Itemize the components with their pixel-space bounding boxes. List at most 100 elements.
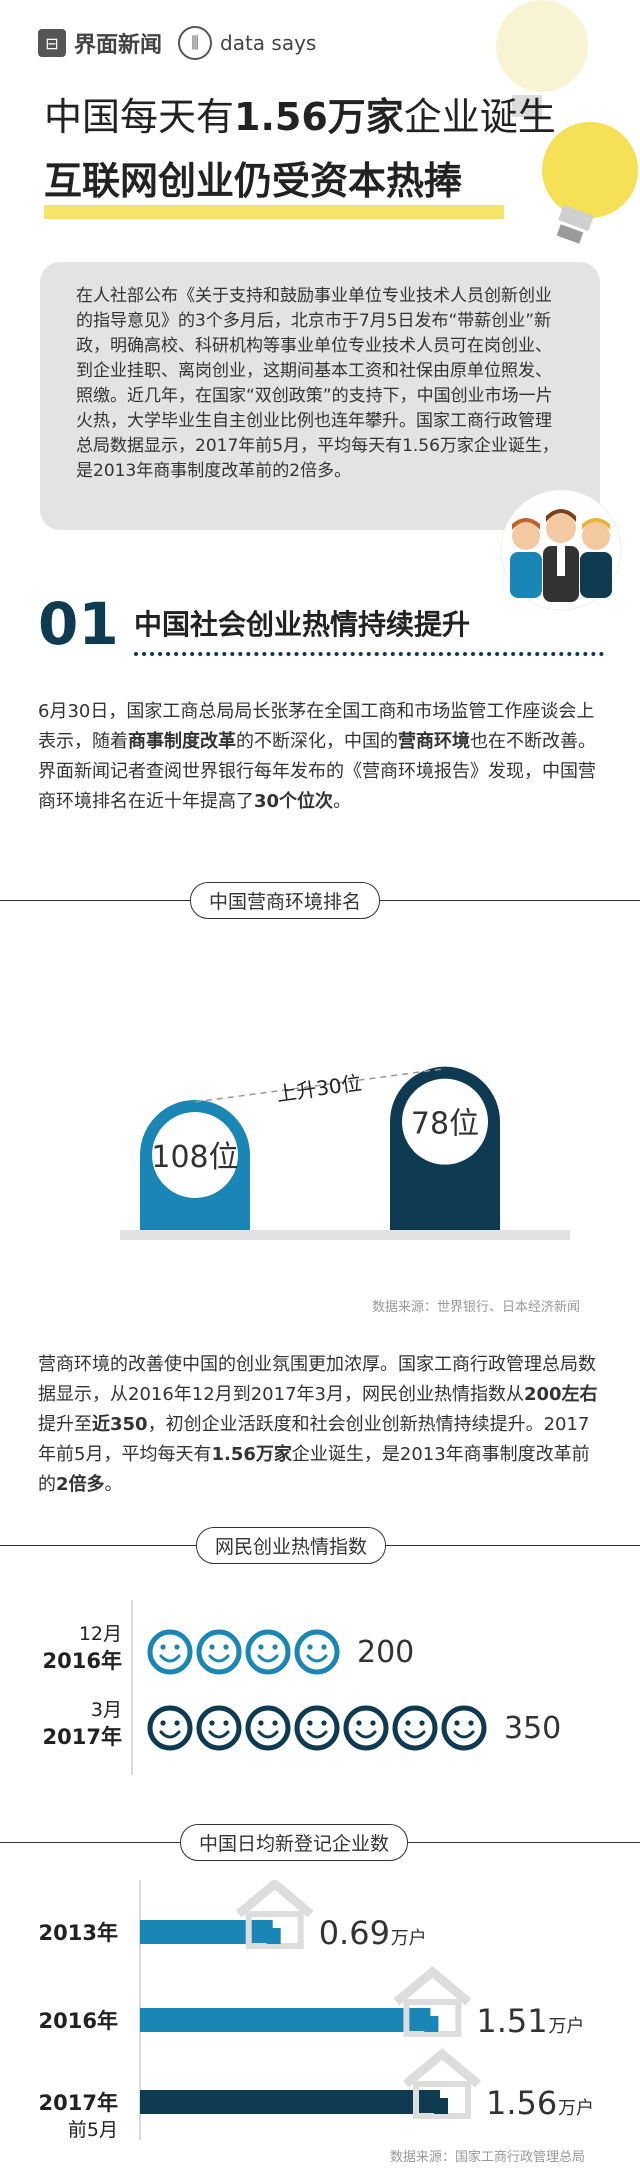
smiley-icon	[196, 1629, 242, 1675]
smiley-icon	[245, 1705, 291, 1751]
smiley-eye	[468, 1720, 474, 1726]
paragraph-2: 营商环境的改善使中国的创业氛围更加浓厚。国家工商行政管理总局数据显示，从2016…	[38, 1354, 598, 1495]
smiley-face	[392, 1705, 438, 1751]
smiley-icon	[147, 1705, 193, 1751]
chart3-unit-label: 万户	[391, 1928, 427, 1949]
chart2-title: 网民创业热情指数	[196, 1526, 387, 1564]
chart2-header: 网民创业热情指数	[0, 1525, 640, 1565]
section-title: 中国社会创业热情持续提升	[134, 608, 471, 641]
smiley-eye	[272, 1720, 278, 1726]
smiley-mouth	[208, 1730, 230, 1739]
smiley-eye	[370, 1720, 376, 1726]
chart3-source: 数据来源：国家工商行政管理总局	[390, 2150, 586, 2165]
chart1-label-circle	[402, 1078, 488, 1165]
chart1-baseline	[120, 1230, 570, 1240]
ranking-chart: 108位2006年78位2017年上升30位	[120, 1066, 570, 1240]
smiley-mouth	[159, 1730, 181, 1739]
chart3-category-sublabel: 前5月	[68, 2119, 118, 2141]
chart2-month-label: 3月	[91, 1699, 122, 1721]
smiley-eye	[258, 1720, 264, 1726]
smiley-face	[441, 1705, 487, 1751]
chart3-unit-label: 万户	[558, 2098, 594, 2119]
chart1-value-label: 108位	[151, 1140, 238, 1175]
smiley-eye	[174, 1720, 180, 1726]
chart1-title: 中国营商环境排名	[190, 881, 381, 919]
smiley-eye	[160, 1644, 166, 1650]
chart2-year-label: 2017年	[43, 1725, 122, 1749]
jiemian-logo-icon: ⊟	[38, 29, 66, 57]
smiley-icon	[294, 1629, 340, 1675]
smiley-face	[245, 1629, 291, 1675]
lightbulb-icon	[496, 0, 638, 244]
chart2-value-label: 350	[504, 1711, 561, 1746]
chart3-value-label: 1.51	[476, 2002, 547, 2040]
house-body	[413, 2081, 471, 2119]
paragraph-1: 6月30日，国家工商总局局长张茅在全国工商和市场监管工作座谈会上表示，随着商事制…	[38, 701, 596, 812]
chart1-connector	[194, 1067, 446, 1103]
chart1-header: 中国营商环境排名	[0, 880, 640, 920]
chart3-unit-label: 万户	[548, 2016, 584, 2037]
smiley-eye	[419, 1720, 425, 1726]
house-body	[245, 1911, 304, 1949]
enthusiasm-chart: 12月 2016年 200 3月 2017年 350	[43, 1600, 561, 1775]
smiley-eye	[321, 1720, 327, 1726]
chart3-category-label: 2016年	[39, 2009, 118, 2033]
chart1-label-circle	[152, 1112, 238, 1198]
chart3-bar	[140, 2008, 431, 2032]
chart2-value-label: 200	[357, 1635, 414, 1670]
chart1-value-label: 78位	[411, 1107, 479, 1142]
chart3-value-label: 0.69	[319, 1914, 390, 1952]
smiley-eye	[405, 1720, 411, 1726]
smiley-eye	[174, 1644, 180, 1650]
chart3-category-label: 2013年	[39, 1921, 118, 1945]
smiley-eye	[223, 1720, 229, 1726]
chart3-title: 中国日均新登记企业数	[180, 1823, 409, 1861]
smiley-mouth	[355, 1730, 377, 1739]
smiley-eye	[258, 1644, 264, 1650]
smiley-mouth	[159, 1654, 181, 1663]
house-roof	[403, 2048, 481, 2088]
smiley-icon	[294, 1705, 340, 1751]
brand-tagline: data says	[220, 31, 317, 55]
smiley-icon	[343, 1705, 389, 1751]
house-window	[434, 2098, 448, 2114]
smiley-eye	[223, 1644, 229, 1650]
smiley-mouth	[257, 1654, 279, 1663]
smiley-mouth	[306, 1730, 328, 1739]
smiley-mouth	[306, 1654, 328, 1663]
data-says-logo-icon: ⫼	[178, 26, 213, 60]
chart1-source: 数据来源：世界银行、日本经济新闻	[372, 1300, 581, 1315]
chart3-bar	[140, 2090, 440, 2114]
smiley-eye	[160, 1720, 166, 1726]
house-icon	[403, 2048, 481, 2119]
brand-header: ⊟ 界面新闻 ⫼ data says	[38, 26, 316, 60]
chart3-category-label: 2017年	[39, 2091, 118, 2115]
smiley-eye	[454, 1720, 460, 1726]
smiley-icon	[245, 1629, 291, 1675]
smiley-eye	[209, 1720, 215, 1726]
section-divider	[134, 652, 604, 656]
smiley-eye	[321, 1644, 327, 1650]
smiley-face	[245, 1705, 291, 1751]
brand-name: 界面新闻	[74, 33, 163, 58]
smiley-face	[196, 1629, 242, 1675]
house-window	[424, 2016, 439, 2032]
house-icon	[393, 1966, 472, 2037]
smiley-eye	[307, 1720, 313, 1726]
smiley-icon	[392, 1705, 438, 1751]
smiley-icon	[441, 1705, 487, 1751]
business-people-icon	[500, 489, 622, 611]
smiley-eye	[209, 1644, 215, 1650]
smiley-mouth	[208, 1654, 230, 1663]
smiley-face	[343, 1705, 389, 1751]
smiley-mouth	[404, 1730, 426, 1739]
smiley-face	[294, 1705, 340, 1751]
chart3-value-label: 1.56	[486, 2084, 557, 2122]
smiley-face	[147, 1705, 193, 1751]
chart2-year-label: 2016年	[43, 1649, 122, 1673]
house-roof	[393, 1966, 472, 2006]
smiley-eye	[356, 1720, 362, 1726]
smiley-icon	[147, 1629, 193, 1675]
intro-box: 在人社部公布《关于支持和鼓励事业单位专业技术人员创新创业的指导意见》的3个多月后…	[40, 262, 600, 530]
house-window	[266, 1928, 281, 1944]
